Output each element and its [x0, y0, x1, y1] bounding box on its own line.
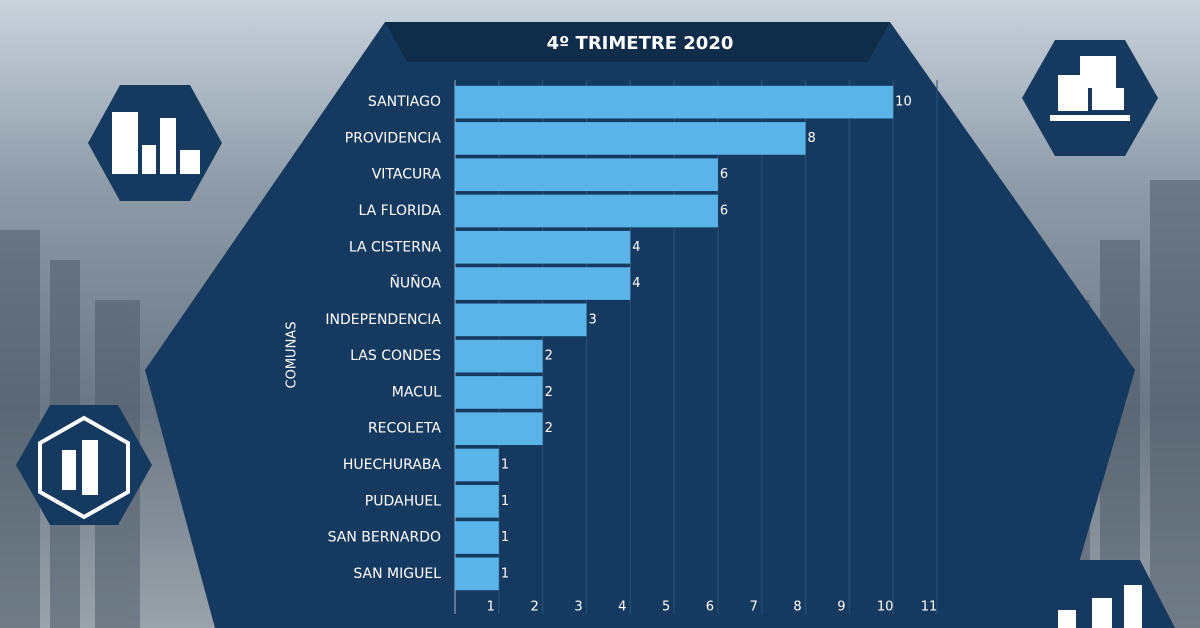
bar: [455, 122, 806, 155]
bar: [455, 376, 543, 409]
y-tick-label: PROVIDENCIA: [345, 130, 442, 146]
bar: [455, 85, 894, 119]
bar: [455, 303, 587, 337]
y-axis-label: COMUNAS: [285, 322, 300, 389]
icon-buildings-left: [88, 85, 222, 201]
x-tick-label: 1: [487, 600, 495, 615]
y-tick-label: ÑUÑOA: [389, 275, 441, 292]
bar: [455, 412, 543, 446]
y-tick-label: INDEPENDENCIA: [325, 312, 441, 328]
value-label: 10: [895, 95, 912, 110]
value-label: 1: [501, 530, 509, 545]
y-tick-label: VITACURA: [372, 167, 442, 183]
bar: [455, 448, 499, 482]
bar: [455, 230, 631, 264]
bar: [455, 339, 543, 373]
value-label: 1: [501, 494, 509, 509]
value-label: 6: [720, 167, 728, 182]
value-label: 2: [545, 385, 553, 400]
y-tick-label: SAN MIGUEL: [353, 566, 441, 582]
bar: [455, 484, 499, 518]
value-label: 4: [632, 276, 640, 291]
y-tick-label: MACUL: [392, 384, 441, 400]
bar: [455, 557, 499, 591]
chart-title: 4º TRIMETRE 2020: [547, 33, 734, 54]
bar: [455, 194, 718, 228]
value-label: 1: [501, 566, 509, 581]
y-tick-label: PUDAHUEL: [365, 493, 441, 509]
icon-city-left: [16, 405, 152, 525]
x-tick-label: 9: [837, 600, 845, 615]
x-tick-label: 5: [662, 600, 670, 615]
title-band: [385, 22, 890, 62]
value-label: 1: [501, 458, 509, 473]
value-label: 6: [720, 204, 728, 219]
icon-city-bottom: [1040, 560, 1175, 628]
bar: [455, 521, 499, 554]
y-tick-label: HUECHURABA: [343, 457, 442, 473]
y-tick-label: SANTIAGO: [368, 94, 441, 110]
x-tick-label: 10: [877, 600, 894, 615]
value-label: 2: [545, 421, 553, 436]
x-tick-label: 3: [574, 600, 582, 615]
value-label: 8: [808, 131, 816, 146]
value-label: 4: [632, 240, 640, 255]
x-tick-label: 11: [921, 600, 938, 615]
y-tick-label: RECOLETA: [368, 421, 441, 437]
y-tick-label: LA CISTERNA: [349, 239, 442, 255]
x-tick-label: 8: [793, 600, 801, 615]
x-tick-label: 2: [530, 600, 538, 615]
x-tick-label: 6: [706, 600, 714, 615]
value-label: 2: [545, 349, 553, 364]
bar: [455, 267, 631, 300]
bar: [455, 158, 718, 192]
city-silhouette: [0, 180, 1200, 628]
hexagon-panel: [145, 22, 1135, 628]
x-tick-label: 7: [750, 600, 758, 615]
icon-buildings-right: [1022, 40, 1158, 156]
y-tick-label: LA FLORIDA: [359, 203, 442, 219]
y-tick-label: SAN BERNARDO: [328, 530, 441, 546]
value-label: 3: [588, 312, 596, 327]
y-tick-label: LAS CONDES: [350, 348, 441, 364]
x-tick-label: 4: [618, 600, 626, 615]
